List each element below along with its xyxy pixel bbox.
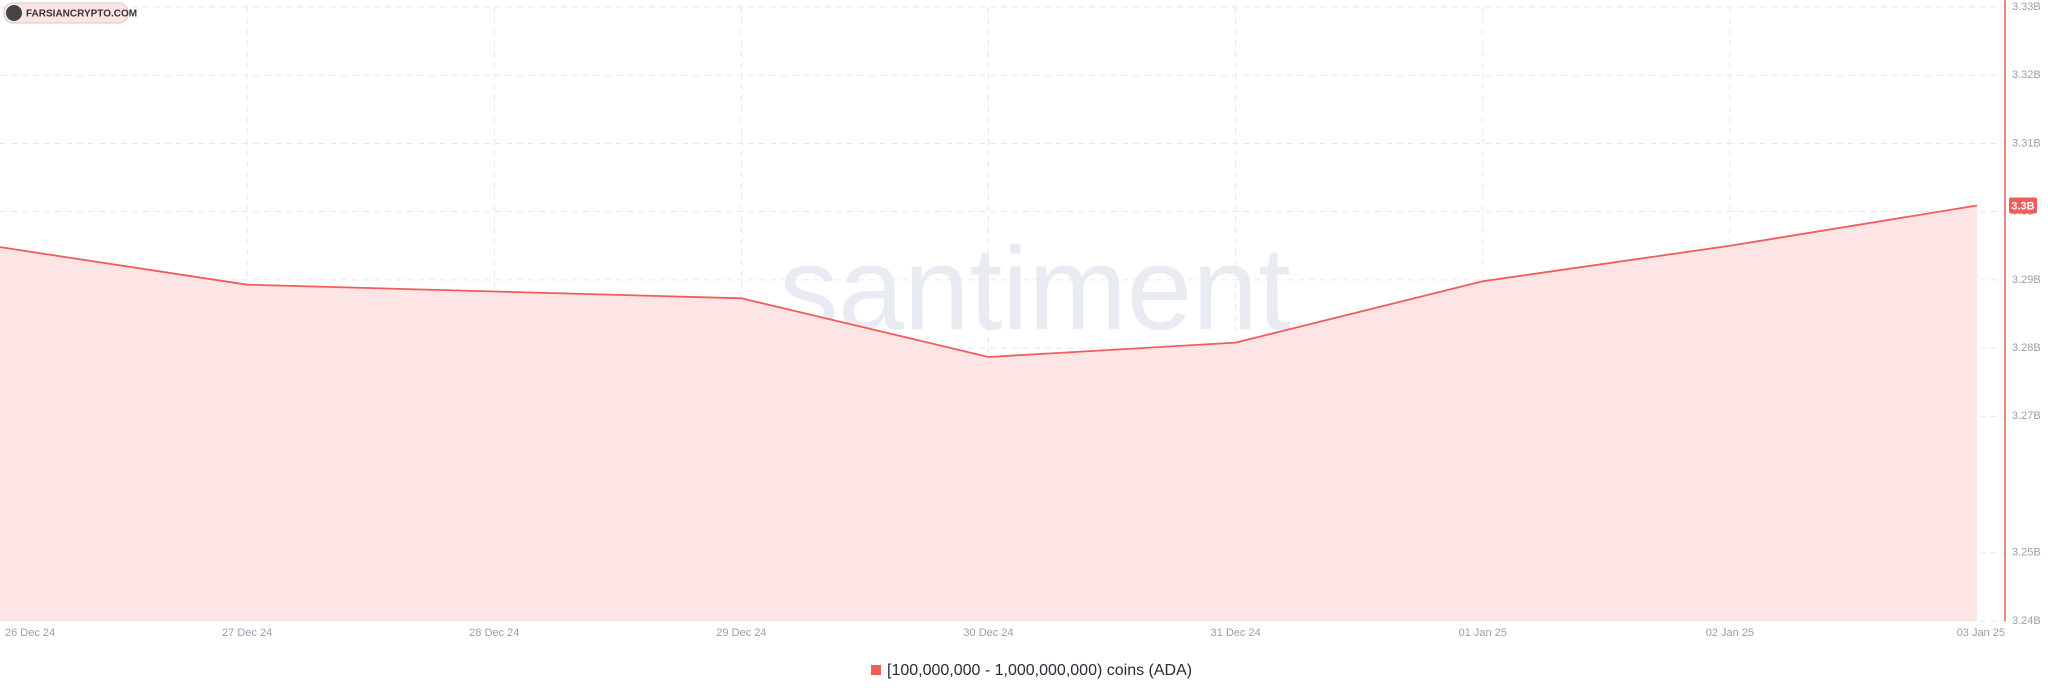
y-tick-label: 3.27B bbox=[2012, 410, 2041, 422]
x-tick-label: 02 Jan 25 bbox=[1706, 627, 1754, 639]
last-value-badge bbox=[2009, 197, 2037, 214]
x-tick-label: 26 Dec 24 bbox=[5, 627, 55, 639]
x-tick-label: 01 Jan 25 bbox=[1459, 627, 1507, 639]
y-tick-label: 3.31B bbox=[2012, 137, 2041, 149]
x-tick-label: 27 Dec 24 bbox=[222, 627, 272, 639]
legend-swatch bbox=[871, 665, 881, 675]
x-tick-label: 29 Dec 24 bbox=[716, 627, 766, 639]
logo-badge bbox=[3, 2, 129, 24]
x-tick-label: 28 Dec 24 bbox=[469, 627, 519, 639]
last-value-label: 3.3B bbox=[2011, 200, 2034, 212]
area bbox=[0, 205, 1977, 621]
y-tick-label: 3.33B bbox=[2012, 1, 2041, 13]
y-tick-label: 3.25B bbox=[2012, 547, 2041, 559]
logo: FARSIANCRYPTO.COM bbox=[3, 2, 137, 24]
x-tick-label: 31 Dec 24 bbox=[1211, 627, 1261, 639]
x-tick-label: 30 Dec 24 bbox=[963, 627, 1013, 639]
y-tick-label: 3.32B bbox=[2012, 69, 2041, 81]
y-tick-label: 3.24B bbox=[2012, 615, 2041, 627]
y-tick-label: 3.28B bbox=[2012, 342, 2041, 354]
y-tick-label: 3.29B bbox=[2012, 274, 2041, 286]
x-tick-label: 03 Jan 25 bbox=[1957, 627, 2005, 639]
logo-text: FARSIANCRYPTO.COM bbox=[26, 9, 137, 20]
logo-icon bbox=[6, 5, 22, 21]
legend-label: [100,000,000 - 1,000,000,000) coins (ADA… bbox=[887, 662, 1192, 679]
line bbox=[0, 204, 1978, 358]
